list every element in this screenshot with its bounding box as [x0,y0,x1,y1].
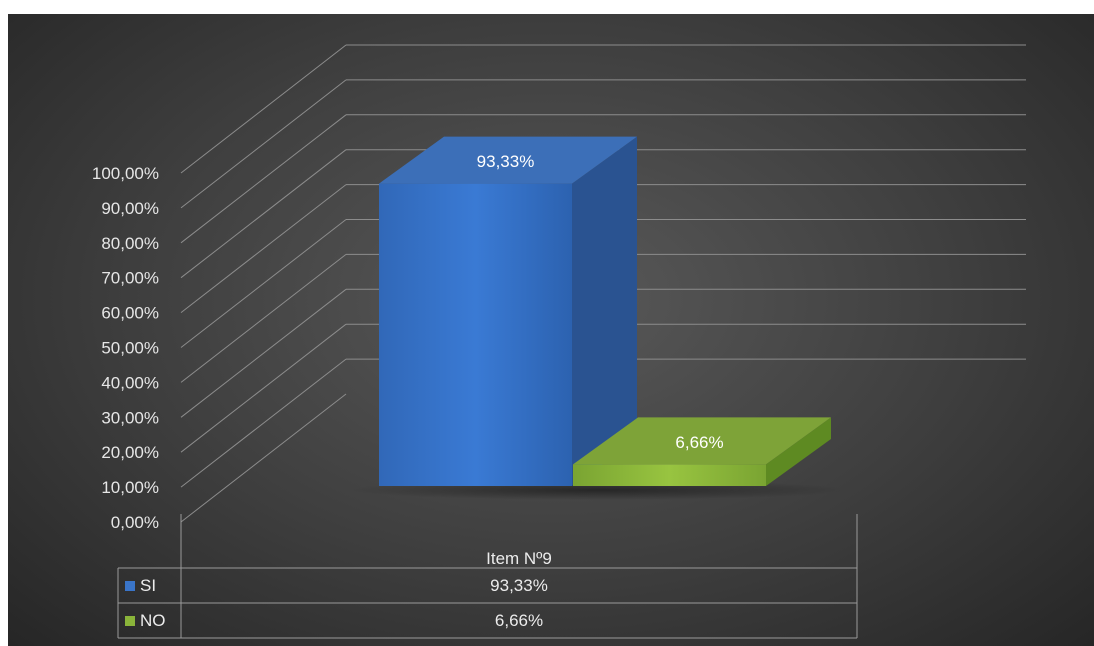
y-tick-label: 80,00% [101,234,159,253]
data-label: 93,33% [477,152,535,171]
gridline-side [180,288,347,418]
gridline-side [180,219,347,348]
gridline-side [180,254,347,383]
gridline-side [180,184,347,313]
y-tick-label: 30,00% [101,408,159,427]
bar-top-face [379,136,637,184]
y-tick-label: 20,00% [101,443,159,462]
table-category-header: Item Nº9 [486,549,552,568]
bar-side-face [572,136,637,486]
data-label: 6,66% [675,433,723,452]
bar-no [573,417,831,486]
y-tick-label: 0,00% [111,513,159,532]
gridline-side [180,358,347,488]
bar-side-face [766,417,831,486]
bar-top-face [573,417,831,465]
table-value-cell: 6,66% [495,611,543,630]
y-tick-label: 10,00% [101,478,159,497]
y-tick-label: 50,00% [101,339,159,358]
y-tick-label: 40,00% [101,373,159,392]
y-tick-label: 70,00% [101,269,159,288]
bar-chart-3d: 0,00% 10,00% 20,00% 30,00% 40,00% 50,00% 60,00… [92,44,1026,639]
gridline-side [180,114,347,244]
gridline-side [180,149,347,279]
gridline-side [180,79,347,209]
y-tick-label: 90,00% [101,199,159,218]
bar-front-face [573,464,766,486]
legend-label: NO [140,611,166,630]
gridline-side [180,323,347,453]
axis-floor-edge [180,393,347,523]
chart-area: 0,00% 10,00% 20,00% 30,00% 40,00% 50,00% 60,00… [8,14,1094,646]
y-tick-label: 100,00% [92,164,159,183]
legend-key-no [125,616,135,626]
gridline-side [180,44,347,174]
y-tick-label: 60,00% [101,304,159,323]
bar-front-face [379,183,572,487]
table-value-cell: 93,33% [490,576,548,595]
bar-si [379,136,637,487]
legend-key-si [125,581,135,591]
legend-label: SI [140,576,156,595]
